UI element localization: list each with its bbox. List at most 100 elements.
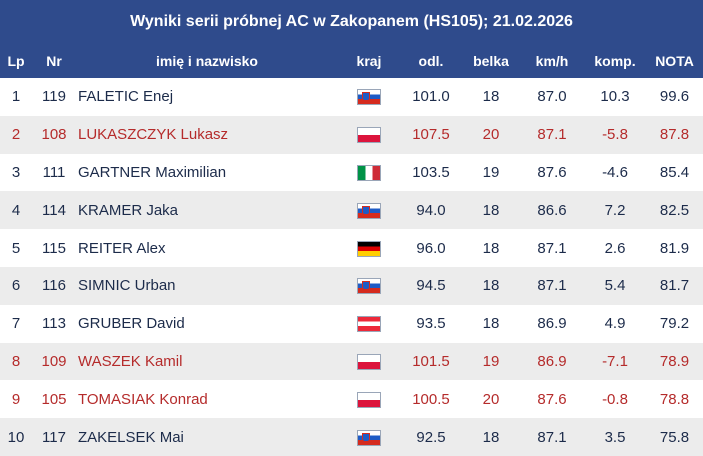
cell-distance: 96.0 [416, 239, 446, 257]
cell-gate: 18 [482, 277, 500, 295]
cell-lp: 2 [11, 126, 21, 144]
cell-name: SIMNIC Urban [78, 277, 176, 295]
italy-flag [357, 165, 381, 181]
results-title: Wyniki serii próbnej AC w Zakopanem (HS1… [0, 0, 703, 44]
cell-speed: 86.6 [537, 201, 567, 219]
cell-compensation: -4.6 [602, 163, 628, 181]
col-score: NOTA [655, 53, 694, 69]
cell-nr: 116 [42, 277, 66, 295]
cell-compensation: -0.8 [602, 390, 628, 408]
cell-country [338, 78, 400, 116]
cell-score: 81.9 [659, 239, 690, 257]
cell-lp: 4 [11, 201, 21, 219]
cell-country [338, 229, 400, 267]
cell-distance: 94.0 [416, 201, 446, 219]
cell-lp: 7 [11, 315, 21, 333]
slovenia-flag [357, 202, 381, 219]
table-row: 8 109 WASZEK Kamil 101.5 19 86.9 -7.1 78.9 [0, 342, 703, 381]
cell-lp: 6 [11, 277, 21, 295]
cell-name: WASZEK Kamil [78, 352, 183, 370]
cell-speed: 86.9 [537, 315, 567, 333]
austria-flag [357, 316, 381, 333]
table-row: 9 105 TOMASIAK Konrad 100.5 20 87.6 -0.8 78.8 [0, 380, 703, 419]
cell-gate: 18 [482, 88, 500, 106]
col-nr: Nr [46, 53, 62, 69]
table-row: 2 108 LUKASZCZYK Lukasz 107.5 20 87.1 -5.8 87.8 [0, 115, 703, 154]
poland-flag [357, 391, 381, 408]
cell-name: TOMASIAK Konrad [78, 390, 208, 408]
table-row: 7 113 GRUBER David 93.5 18 86.9 4.9 79.2 [0, 304, 703, 343]
germany-flag [357, 240, 381, 257]
cell-nr: 119 [42, 88, 66, 106]
slovenia-flag [357, 89, 381, 106]
cell-score: 79.2 [659, 315, 690, 333]
cell-gate: 19 [482, 352, 500, 370]
cell-score: 78.9 [659, 352, 690, 370]
cell-nr: 117 [42, 428, 66, 446]
cell-gate: 18 [482, 428, 500, 446]
cell-score: 81.7 [659, 277, 690, 295]
cell-compensation: -5.8 [602, 126, 628, 144]
cell-country [338, 418, 400, 456]
cell-country [338, 305, 400, 343]
cell-speed: 87.1 [537, 239, 567, 257]
slovenia-flag [357, 278, 381, 295]
cell-name: GARTNER Maximilian [78, 163, 227, 181]
cell-score: 87.8 [659, 126, 690, 144]
cell-speed: 87.0 [537, 88, 567, 106]
cell-score: 99.6 [659, 88, 690, 106]
cell-country [338, 191, 400, 229]
cell-distance: 103.5 [412, 163, 450, 181]
cell-gate: 20 [482, 126, 500, 144]
cell-score: 85.4 [659, 163, 690, 181]
cell-nr: 113 [42, 315, 66, 333]
col-lp: Lp [7, 53, 25, 69]
table-row: 10 117 ZAKELSEK Mai 92.5 18 87.1 3.5 75.8 [0, 418, 703, 456]
cell-distance: 107.5 [412, 126, 450, 144]
cell-speed: 87.1 [537, 126, 567, 144]
cell-lp: 8 [11, 352, 21, 370]
cell-country [338, 343, 400, 381]
cell-lp: 3 [11, 163, 21, 181]
cell-country [338, 380, 400, 418]
table-row: 6 116 SIMNIC Urban 94.5 18 87.1 5.4 81.7 [0, 266, 703, 305]
cell-score: 75.8 [659, 428, 690, 446]
cell-speed: 87.1 [537, 428, 567, 446]
cell-gate: 18 [482, 239, 500, 257]
cell-gate: 20 [482, 390, 500, 408]
table-row: 4 114 KRAMER Jaka 94.0 18 86.6 7.2 82.5 [0, 191, 703, 230]
table-row: 1 119 FALETIC Enej 101.0 18 87.0 10.3 99.6 [0, 78, 703, 116]
cell-compensation: 5.4 [604, 277, 626, 295]
col-name: imię i nazwisko [156, 53, 258, 69]
cell-lp: 9 [11, 390, 21, 408]
cell-compensation: 3.5 [604, 428, 626, 446]
table-row: 5 115 REITER Alex 96.0 18 87.1 2.6 81.9 [0, 229, 703, 267]
col-gate: belka [473, 53, 509, 69]
results-table: Lp Nr imię i nazwisko kraj odl. belka km… [0, 44, 703, 456]
cell-compensation: -7.1 [602, 352, 628, 370]
cell-name: ZAKELSEK Mai [78, 428, 184, 446]
cell-nr: 108 [41, 126, 67, 144]
cell-speed: 87.1 [537, 277, 567, 295]
poland-flag [357, 353, 381, 370]
table-row: 3 111 GARTNER Maximilian 103.5 19 87.6 -4.6 85.… [0, 153, 703, 192]
cell-country [338, 154, 400, 192]
cell-gate: 18 [482, 201, 500, 219]
cell-speed: 87.6 [537, 390, 567, 408]
cell-distance: 101.5 [412, 352, 450, 370]
cell-distance: 94.5 [416, 277, 446, 295]
col-compensation: komp. [594, 53, 636, 69]
cell-country [338, 116, 400, 154]
cell-score: 78.8 [659, 390, 690, 408]
cell-lp: 1 [11, 88, 21, 106]
cell-nr: 105 [41, 390, 67, 408]
cell-compensation: 7.2 [604, 201, 626, 219]
cell-distance: 92.5 [416, 428, 446, 446]
cell-gate: 19 [482, 163, 500, 181]
cell-compensation: 10.3 [600, 88, 630, 106]
cell-speed: 87.6 [537, 163, 567, 181]
cell-name: KRAMER Jaka [78, 201, 179, 219]
cell-distance: 101.0 [412, 88, 450, 106]
cell-distance: 100.5 [412, 390, 450, 408]
